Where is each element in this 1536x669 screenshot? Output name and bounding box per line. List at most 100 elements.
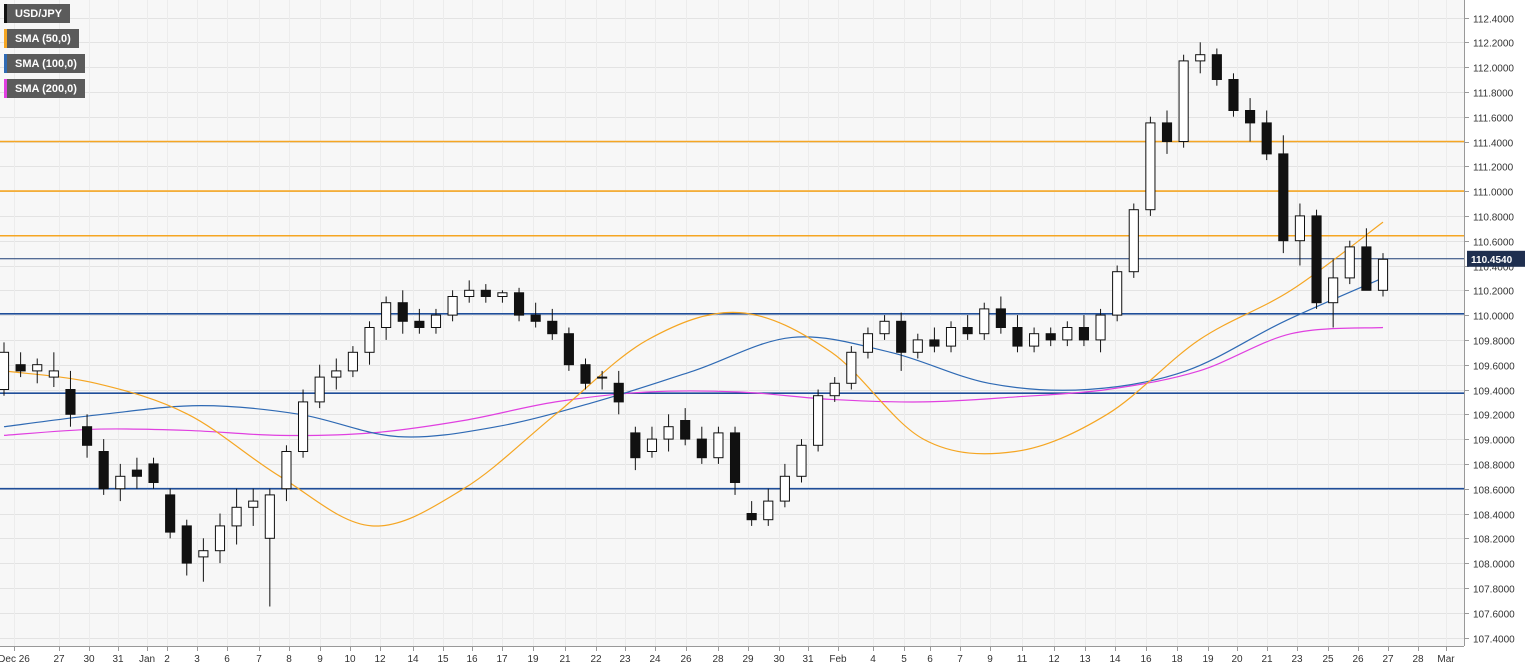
candle-body xyxy=(829,382,840,397)
x-tick-label: 27 xyxy=(53,654,65,665)
y-tick-label: 108.8000 xyxy=(1473,461,1515,472)
y-tick-label: 109.4000 xyxy=(1473,387,1515,398)
candle-body xyxy=(613,382,624,403)
candle-body xyxy=(1045,333,1056,341)
y-tick-label: 108.4000 xyxy=(1473,511,1515,522)
candle-body xyxy=(929,339,940,347)
candle-body xyxy=(1211,54,1222,80)
x-tick-label: 28 xyxy=(712,654,724,665)
candle-body xyxy=(1195,54,1206,62)
legend-label: SMA (200,0) xyxy=(15,82,77,95)
candle-body xyxy=(746,513,757,521)
y-tick-label: 110.8000 xyxy=(1473,213,1514,224)
candle-body xyxy=(198,550,209,558)
legend-item-sma50[interactable]: SMA (50,0) xyxy=(4,29,79,48)
candle-body xyxy=(297,401,309,452)
candle-body xyxy=(331,370,342,378)
candle-body xyxy=(1311,215,1322,304)
candle-body xyxy=(1145,122,1156,211)
candle-body xyxy=(796,444,807,477)
candle-body xyxy=(1228,79,1239,111)
candle-body xyxy=(1012,327,1023,347)
x-tick-label: 25 xyxy=(1322,654,1334,665)
candle-body xyxy=(597,376,608,379)
sma-200-line xyxy=(3,326,1384,437)
x-tick-label: 19 xyxy=(527,654,539,665)
y-tick-label: 109.2000 xyxy=(1473,411,1515,422)
candle-body xyxy=(1078,327,1090,341)
candle-body xyxy=(1062,327,1073,341)
y-tick-label: 111.4000 xyxy=(1473,139,1514,150)
candle-body xyxy=(464,289,475,297)
candle-body xyxy=(264,494,275,539)
candle-body xyxy=(1278,153,1289,242)
candle-body xyxy=(763,500,774,521)
candle-body xyxy=(281,451,292,490)
x-tick-label: 15 xyxy=(437,654,449,665)
x-tick-label: 7 xyxy=(256,654,262,665)
candle-body xyxy=(115,475,126,490)
x-tick-label: 26 xyxy=(680,654,692,665)
x-tick-label: 7 xyxy=(957,654,963,665)
candle-body xyxy=(65,389,76,415)
x-tick-label: 10 xyxy=(344,654,356,665)
legend-item-usdjpy[interactable]: USD/JPY xyxy=(4,4,71,23)
legend-item-sma100[interactable]: SMA (100,0) xyxy=(4,54,85,73)
y-tick-label: 108.2000 xyxy=(1473,535,1515,546)
candle-body xyxy=(1294,215,1305,242)
candle-body xyxy=(1128,209,1139,273)
x-tick-label: 3 xyxy=(194,654,200,665)
candle-body xyxy=(912,339,923,353)
candle-body xyxy=(381,302,392,329)
candle-body xyxy=(181,525,192,564)
x-tick-label: 5 xyxy=(901,654,907,665)
candle-body xyxy=(813,395,824,446)
y-tick-label: 108.0000 xyxy=(1473,560,1515,571)
candle-body xyxy=(646,438,658,453)
sma-50-line xyxy=(3,221,1384,527)
candle-body xyxy=(1328,277,1339,304)
candle-body xyxy=(15,364,26,372)
candle-body xyxy=(846,351,857,384)
moving-averages xyxy=(3,221,1384,527)
candle-body xyxy=(32,364,43,372)
x-tick-label: 8 xyxy=(286,654,292,665)
y-tick-label: 109.8000 xyxy=(1473,337,1515,348)
y-tick-label: 111.6000 xyxy=(1473,114,1514,125)
legend-swatch xyxy=(4,54,7,73)
y-tick-label: 111.0000 xyxy=(1473,188,1514,199)
candle-body xyxy=(1261,122,1272,155)
candle-body xyxy=(314,376,325,403)
x-tick-label: Feb xyxy=(829,654,847,665)
legend-item-sma200[interactable]: SMA (200,0) xyxy=(4,79,85,98)
y-tick-label: 109.6000 xyxy=(1473,362,1515,373)
candle-body xyxy=(1161,122,1173,143)
price-tag-label: 110.4540 xyxy=(1471,255,1513,266)
candle-body xyxy=(1029,333,1040,347)
candles xyxy=(0,42,1389,607)
y-tick-label: 110.2000 xyxy=(1473,287,1514,298)
candle-body xyxy=(530,314,541,322)
candle-body xyxy=(231,506,242,527)
x-tick-label: 12 xyxy=(374,654,386,665)
x-tick-label: 14 xyxy=(1109,654,1121,665)
candle-body xyxy=(729,432,741,483)
candle-body xyxy=(1178,60,1189,142)
x-tick-label: 4 xyxy=(870,654,876,665)
x-tick-label: 6 xyxy=(927,654,933,665)
x-tick-label: Mar xyxy=(1437,654,1455,665)
candle-body xyxy=(713,432,724,459)
x-tick-label: 29 xyxy=(742,654,754,665)
candle-body xyxy=(347,351,358,372)
x-tick-label: 16 xyxy=(1140,654,1152,665)
legend-swatch xyxy=(4,4,7,23)
x-tick-label: 26 xyxy=(1352,654,1364,665)
x-tick-label: 31 xyxy=(802,654,814,665)
legend-swatch xyxy=(4,29,7,48)
x-tick-label: 23 xyxy=(619,654,631,665)
y-tick-label: 112.4000 xyxy=(1473,15,1514,26)
x-tick-label: 9 xyxy=(987,654,993,665)
candle-body xyxy=(945,327,957,347)
